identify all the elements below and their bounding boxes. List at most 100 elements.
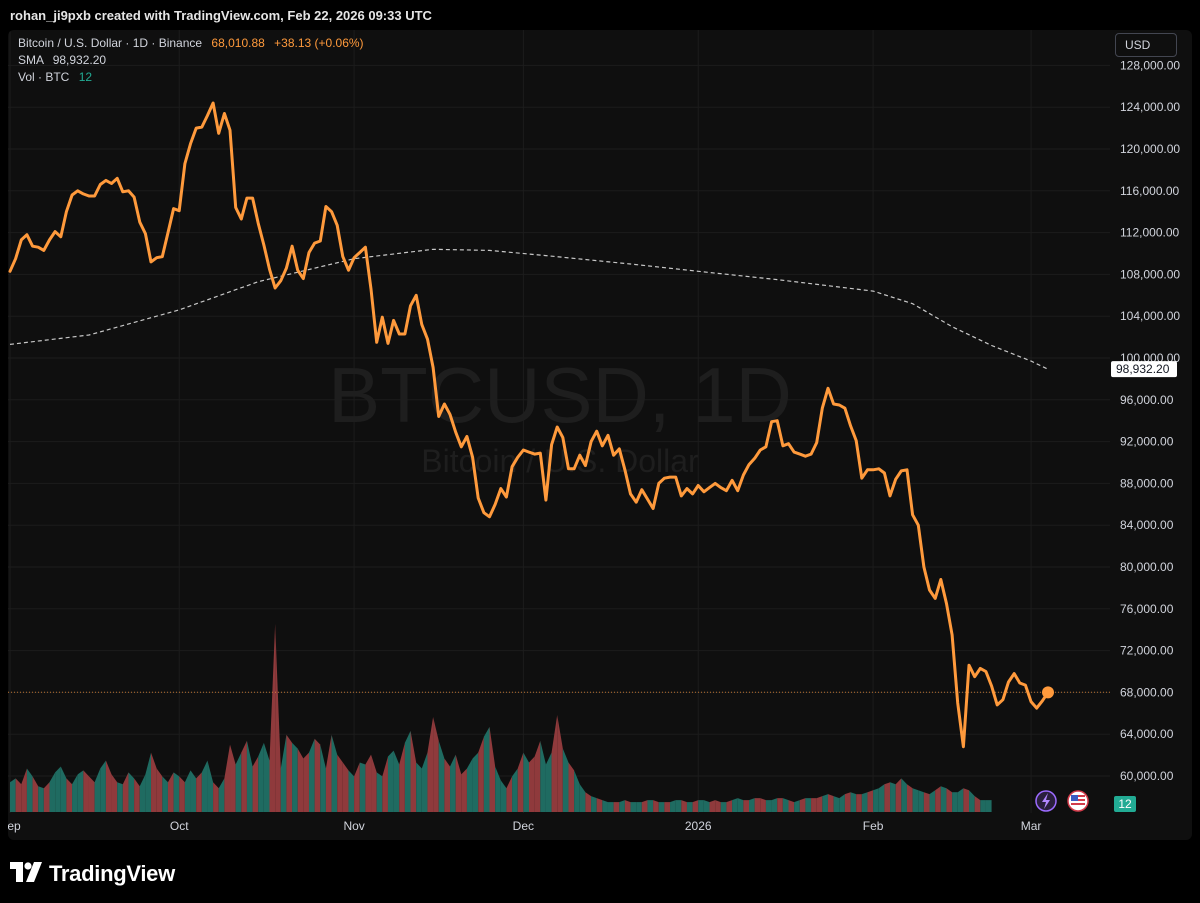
chart-panel[interactable]: BTCUSD, 1D Bitcoin / U.S. Dollar 60,000.…	[8, 30, 1192, 840]
volume-bar	[867, 790, 874, 812]
currency-selector[interactable]: USD	[1115, 33, 1177, 57]
volume-bar	[715, 800, 721, 812]
volume-bar	[579, 784, 586, 812]
volume-bar	[794, 800, 800, 812]
volume-bar	[337, 754, 343, 812]
volume-bar	[591, 796, 597, 812]
volume-bar	[895, 778, 902, 812]
brand-name: TradingView	[49, 861, 175, 886]
attribution-bar: rohan_ji9pxb created with TradingView.co…	[0, 0, 1200, 30]
time-axis[interactable]: Sep Oct Nov Dec 2026 Feb Mar	[8, 819, 1041, 833]
price-tick-label: 72,000.00	[1120, 644, 1174, 658]
volume-bar	[77, 770, 84, 812]
last-price-dot[interactable]	[1042, 686, 1054, 699]
volume-bar	[156, 768, 163, 812]
watermark-ticker: BTCUSD, 1D	[328, 351, 792, 439]
volume-bar	[760, 798, 766, 812]
volume-bar	[371, 754, 377, 812]
volume-bar	[376, 772, 383, 812]
volume-bar	[901, 778, 907, 812]
volume-bar	[218, 778, 225, 812]
volume-bar	[134, 778, 140, 812]
volume-bar	[664, 802, 671, 812]
volume-bar	[404, 730, 411, 812]
price-tick-label: 84,000.00	[1120, 518, 1174, 532]
volume-bar	[393, 750, 400, 812]
volume-bar	[483, 726, 490, 812]
price-tick-label: 104,000.00	[1120, 309, 1180, 323]
volume-value-badge: 12	[1114, 796, 1136, 812]
volume-bar	[805, 798, 812, 812]
volume-bar	[737, 798, 744, 812]
volume-bar	[822, 794, 828, 812]
us-flag-icon[interactable]	[1067, 790, 1089, 812]
price-change: +38.13 (+0.06%)	[274, 36, 364, 50]
volume-bar	[749, 798, 755, 812]
symbol-legend[interactable]: Bitcoin / U.S. Dollar · 1D · Binance 68,…	[18, 36, 364, 50]
volume-bar	[946, 788, 953, 812]
volume-legend[interactable]: Vol · BTC 12	[18, 70, 92, 84]
volume-bar	[151, 752, 157, 812]
volume-bar	[641, 800, 648, 812]
time-tick-label: Oct	[170, 819, 189, 833]
price-chart[interactable]: BTCUSD, 1D Bitcoin / U.S. Dollar 60,000.…	[8, 30, 1192, 840]
volume-bar	[382, 756, 388, 812]
volume-bar	[624, 800, 631, 812]
volume-bar	[551, 714, 558, 812]
volume-bar	[827, 794, 834, 812]
volume-bar	[952, 792, 958, 812]
price-tick-label: 60,000.00	[1120, 769, 1174, 783]
volume-bar	[585, 792, 592, 812]
price-tick-label: 68,000.00	[1120, 685, 1174, 699]
price-tick-label: 88,000.00	[1120, 476, 1174, 490]
volume-bar	[201, 760, 208, 812]
volume-bar	[32, 776, 39, 812]
volume-bar	[653, 800, 659, 812]
volume-bar	[534, 740, 541, 812]
volume-bar	[26, 768, 33, 812]
volume-bar	[100, 760, 106, 812]
volume-bar	[387, 750, 394, 812]
volume-bar	[912, 788, 919, 812]
volume-bar	[173, 772, 180, 812]
volume-bar	[568, 762, 575, 812]
volume-bar	[331, 734, 338, 812]
sma-legend[interactable]: SMA 98,932.20	[18, 53, 106, 67]
sma-legend-label: SMA	[18, 53, 44, 67]
volume-bar	[399, 742, 405, 812]
volume-bar	[765, 800, 772, 812]
volume-bar	[613, 802, 620, 812]
volume-bar	[179, 776, 185, 812]
volume-bar	[771, 798, 778, 812]
volume-bar	[365, 754, 372, 812]
volume-bar	[974, 796, 981, 812]
volume-bar	[213, 782, 219, 812]
volume-bar	[890, 782, 896, 812]
lightning-icon[interactable]	[1035, 790, 1057, 812]
volume-bar	[145, 752, 152, 812]
volume-bar	[466, 758, 473, 812]
price-tick-label: 92,000.00	[1120, 435, 1174, 449]
volume-bar	[980, 800, 986, 812]
sma-line	[9, 248, 1049, 370]
volume-bar	[636, 802, 642, 812]
volume-bar	[743, 800, 750, 812]
volume-bar	[754, 798, 761, 812]
price-tick-label: 124,000.00	[1120, 100, 1180, 114]
volume-bar	[450, 754, 456, 812]
time-tick-label: Feb	[863, 819, 884, 833]
volume-bar	[918, 790, 924, 812]
volume-bar	[308, 738, 315, 812]
last-price: 68,010.88	[211, 36, 265, 50]
volume-bar	[207, 760, 214, 812]
volume-bar	[540, 740, 546, 812]
volume-bar	[703, 800, 710, 812]
price-line[interactable]	[8, 101, 1050, 749]
price-axis[interactable]: 60,000.00 64,000.00 68,000.00 72,000.00 76,0…	[1120, 58, 1180, 783]
volume-bar	[940, 786, 947, 812]
price-tick-label: 120,000.00	[1120, 142, 1180, 156]
volume-bar	[630, 802, 637, 812]
volume-bar	[799, 798, 806, 812]
volume-bar	[619, 800, 625, 812]
price-tick-label: 80,000.00	[1120, 560, 1174, 574]
